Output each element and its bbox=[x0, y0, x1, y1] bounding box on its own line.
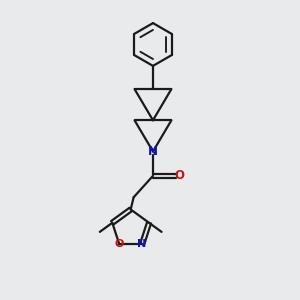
Text: N: N bbox=[137, 239, 147, 249]
Text: O: O bbox=[115, 239, 124, 249]
Text: O: O bbox=[175, 169, 185, 182]
Text: N: N bbox=[148, 145, 158, 158]
